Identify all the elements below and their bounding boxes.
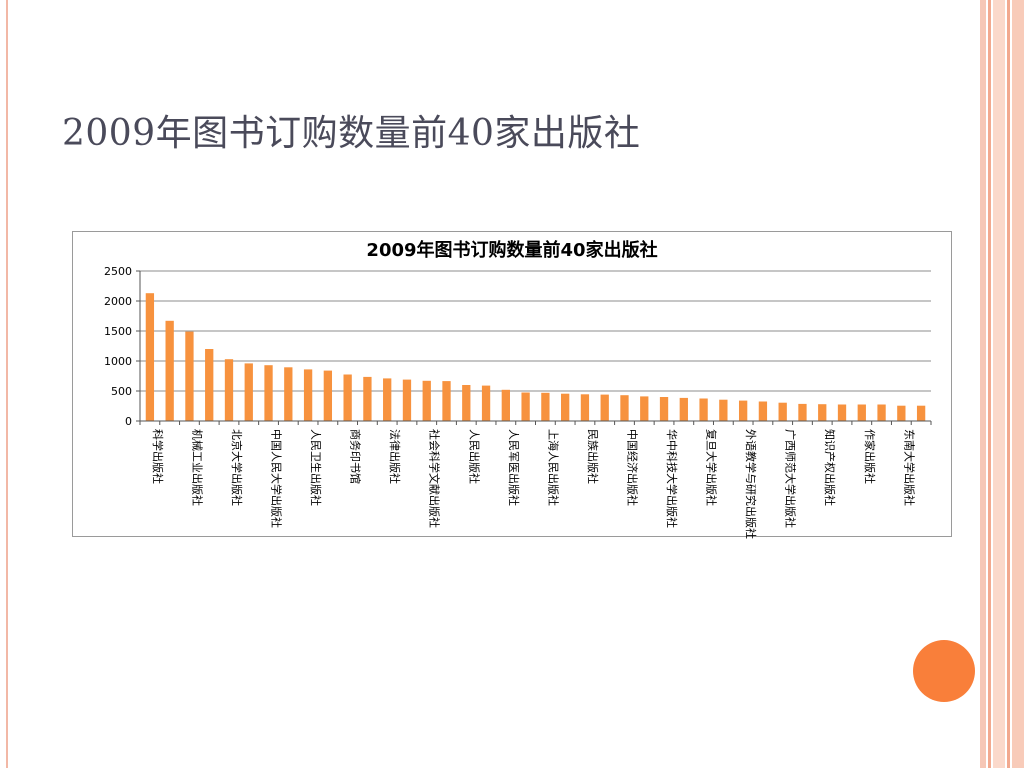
bar [264,365,273,421]
x-tick-label: 社会科学文献出版社 [428,429,442,528]
bar [205,349,214,421]
bar [343,374,352,421]
bar [837,404,847,421]
orange-circle-decoration [913,640,975,702]
bar [323,370,333,421]
x-tick-label: 北京大学出版社 [230,429,244,506]
x-tick-label: 东南大学出版社 [902,429,916,506]
bar [738,400,748,421]
x-tick-label: 机械工业出版社 [190,429,204,506]
bar [620,395,629,421]
bar [857,404,866,421]
bar [679,397,688,421]
y-tick-label: 1500 [104,325,132,338]
x-tick-label: 法律出版社 [388,429,402,484]
bar [462,385,471,421]
bar [145,293,155,421]
bar [659,397,669,421]
bar [877,404,886,421]
bar [521,392,530,421]
x-tick-label: 人民出版社 [467,429,481,484]
bar [541,392,550,421]
bar [501,389,510,421]
bar [284,367,293,421]
bar [481,385,491,421]
bar [758,401,768,421]
x-tick-label: 中国人民大学出版社 [270,429,284,528]
slide-title: 2009年图书订购数量前40家出版社 [62,113,641,154]
bar [402,379,412,421]
x-tick-label: 人民军医出版社 [507,429,521,506]
bar [442,381,451,421]
left-border-line [6,0,8,768]
y-tick-label: 2500 [104,265,132,278]
chart-frame [72,231,952,537]
bar [699,398,708,421]
bar [916,405,926,421]
bar [640,396,649,421]
x-tick-label: 广西师范大学出版社 [784,429,798,528]
bar [165,320,174,421]
y-tick-label: 1000 [104,355,132,368]
bar [818,404,827,421]
bar [363,376,372,421]
y-tick-label: 0 [125,415,132,428]
x-tick-label: 人民卫生出版社 [309,429,323,506]
x-tick-label: 复旦大学出版社 [705,429,719,506]
bar [798,403,807,421]
x-tick-label: 上海人民出版社 [546,429,560,506]
bar [580,394,590,421]
bar [561,393,570,421]
bar [600,394,609,421]
right-decorative-stripes [980,0,1024,768]
bar [422,380,431,421]
bar [897,405,906,421]
x-tick-label: 华中科技大学出版社 [665,429,679,528]
bar [185,331,194,421]
chart-title: 2009年图书订购数量前40家出版社 [366,240,658,261]
bar [244,363,253,421]
x-tick-label: 科学出版社 [151,429,165,484]
bar [383,378,392,421]
x-tick-label: 中国经济出版社 [625,429,639,506]
y-tick-label: 500 [111,385,132,398]
x-tick-label: 作家出版社 [863,429,877,484]
bar [719,399,728,421]
y-tick-label: 2000 [104,295,132,308]
x-tick-label: 民族出版社 [586,429,600,484]
x-tick-label: 外语教学与研究出版社 [744,429,758,539]
x-tick-label: 知识产权出版社 [823,429,837,506]
bar [778,402,787,421]
bar [224,359,234,421]
bar [303,369,313,421]
x-tick-label: 商务印书馆 [349,429,363,484]
